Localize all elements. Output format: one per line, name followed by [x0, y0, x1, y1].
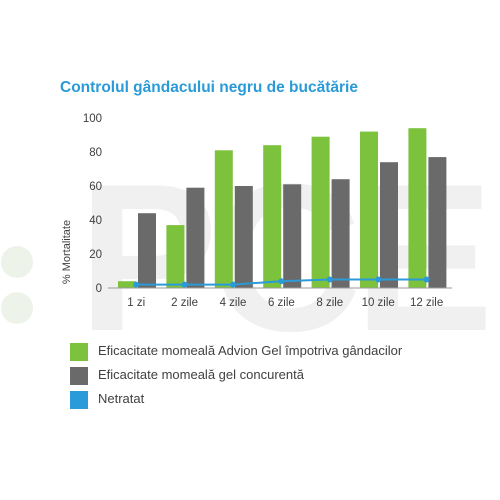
- x-tick-label: 8 zile: [316, 297, 343, 309]
- watermark-dot-bottom: [1, 292, 33, 324]
- legend-swatch-gray: [70, 367, 88, 385]
- point-untreated: [375, 276, 382, 283]
- x-tick-label: 12 zile: [410, 297, 443, 309]
- point-untreated: [181, 281, 188, 288]
- x-tick-label: 1 zi: [127, 297, 145, 309]
- y-tick-label: 80: [89, 147, 102, 159]
- bar-advion: [263, 145, 282, 288]
- bar-competitor: [283, 184, 302, 288]
- point-untreated: [423, 276, 430, 283]
- y-tick-label: 0: [96, 283, 102, 295]
- y-tick-label: 60: [89, 181, 102, 193]
- bar-advion: [214, 150, 233, 288]
- bar-advion: [311, 136, 330, 288]
- bar-competitor: [331, 179, 350, 288]
- bar-competitor: [234, 186, 253, 288]
- bar-competitor: [380, 162, 398, 288]
- bar-competitor: [138, 213, 156, 288]
- bar-advion: [166, 225, 185, 288]
- legend-label-untreated: Netratat: [98, 391, 145, 406]
- legend-label-advion: Eficacitate momeală Advion Gel împotriva…: [98, 343, 403, 358]
- x-tick-label: 4 zile: [220, 297, 247, 309]
- chart-title: Controlul gândacului negru de bucătărie: [60, 79, 358, 96]
- bar-competitor: [428, 157, 447, 288]
- legend-swatch-blue: [70, 391, 88, 409]
- y-axis-label: % Mortalitate: [61, 220, 73, 284]
- point-untreated: [278, 278, 285, 285]
- x-tick-label: 2 zile: [171, 297, 198, 309]
- x-tick-label: 10 zile: [362, 297, 395, 309]
- x-tick-label: 6 zile: [268, 297, 295, 309]
- legend-swatch-green: [70, 343, 88, 361]
- point-untreated: [230, 281, 236, 288]
- point-untreated: [326, 276, 333, 283]
- y-tick-label: 20: [89, 249, 102, 261]
- bar-advion: [118, 281, 136, 288]
- y-tick-label: 40: [89, 215, 102, 227]
- watermark-dot-top: [1, 246, 33, 278]
- bar-advion: [360, 131, 378, 288]
- y-tick-label: 100: [83, 113, 102, 125]
- bar-advion: [408, 128, 427, 288]
- bar-competitor: [186, 187, 205, 288]
- point-untreated: [133, 281, 140, 288]
- legend-label-competitor: Eficacitate momeală gel concurentă: [98, 367, 304, 382]
